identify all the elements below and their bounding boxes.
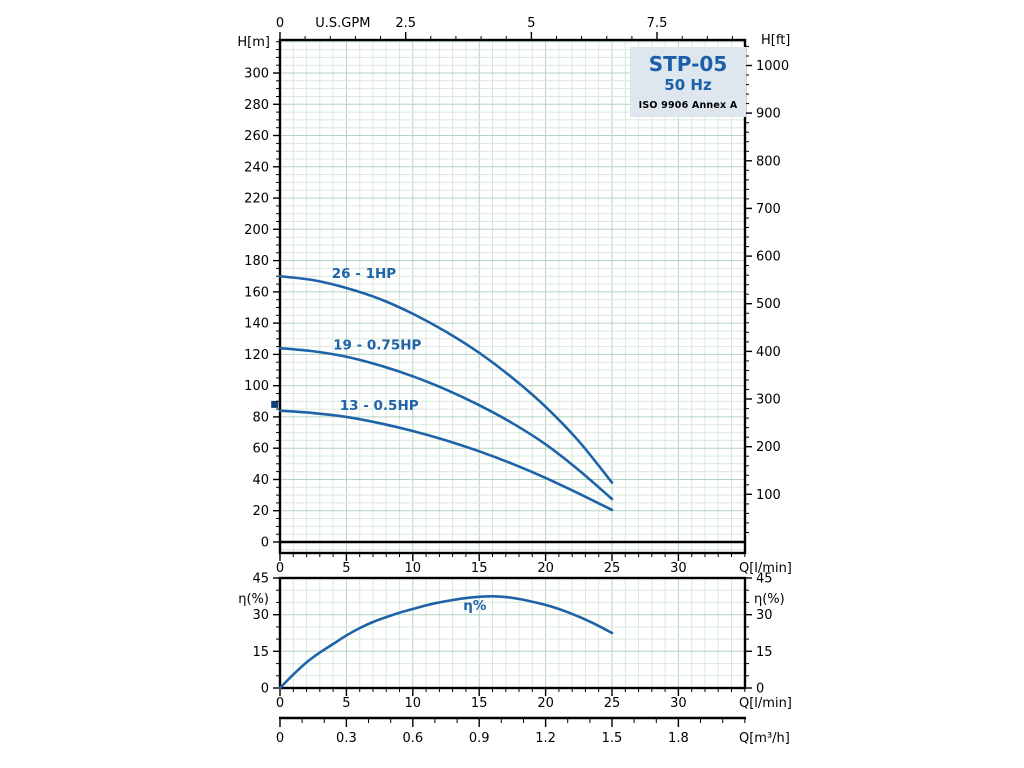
tick-label: 1.5 <box>602 731 623 746</box>
tick-label: 200 <box>756 440 781 455</box>
h-ft-axis: 100 200 300 400 500 600 700 800 900 1000 H[ft] <box>746 33 790 533</box>
curve-13-0-5hp <box>278 409 614 512</box>
tick-label: 0 <box>261 682 269 697</box>
us-gpm-axis: 0 2.5 5 7.5 U.S.GPM <box>276 16 733 39</box>
tick-label: 20 <box>537 561 554 576</box>
tick-label: 0 <box>756 682 764 697</box>
tick-label: 20 <box>252 504 269 519</box>
tick-label: 0.3 <box>336 731 357 746</box>
tick-label: 15 <box>756 645 773 660</box>
tick-label: 5 <box>527 16 535 31</box>
q-lmin-axis-title-main: Q[l/min] <box>739 561 792 576</box>
tick-label: 30 <box>670 696 687 711</box>
tick-label: 2.5 <box>395 16 416 31</box>
tick-label: 45 <box>252 572 269 587</box>
tick-label: 5 <box>342 696 350 711</box>
tick-label: 15 <box>252 645 269 660</box>
tick-label: 160 <box>244 285 269 300</box>
tick-label: 100 <box>756 488 781 503</box>
tick-label: 300 <box>244 67 269 82</box>
tick-label: 0.9 <box>469 731 490 746</box>
tick-label: 0 <box>261 536 269 551</box>
tick-label: 200 <box>244 223 269 238</box>
tick-label: 80 <box>252 410 269 425</box>
tick-label: 30 <box>756 608 773 623</box>
eta-axis-title-right: η(%) <box>754 592 785 607</box>
head-chart-frame <box>278 38 747 555</box>
tick-label: 30 <box>670 561 687 576</box>
us-gpm-axis-title: U.S.GPM <box>315 16 370 31</box>
tick-label: 400 <box>756 345 781 360</box>
tick-label: 100 <box>244 379 269 394</box>
tick-label: 0.6 <box>402 731 423 746</box>
curve-label-13-0-5hp: 13 - 0.5HP <box>340 398 419 414</box>
curve-eta <box>278 595 614 690</box>
tick-label: 0 <box>276 731 284 746</box>
tick-label: 1000 <box>756 59 789 74</box>
iso-standard: ISO 9906 Annex A <box>638 100 738 111</box>
tick-label: 1.8 <box>668 731 689 746</box>
tick-label: 1.2 <box>535 731 556 746</box>
curve-label-26-1hp: 26 - 1HP <box>332 266 396 282</box>
tick-label: 0 <box>276 16 284 31</box>
title-box: STP-05 50 Hz ISO 9906 Annex A <box>630 47 746 117</box>
tick-label: 5 <box>342 561 350 576</box>
tick-label: 700 <box>756 202 781 217</box>
tick-label: 120 <box>244 348 269 363</box>
tick-label: 0 <box>276 561 284 576</box>
h-ft-axis-title: H[ft] <box>761 33 790 48</box>
q-lmin-axis-title-eff: Q[l/min] <box>739 696 792 711</box>
tick-label: 260 <box>244 129 269 144</box>
tick-label: 15 <box>471 696 488 711</box>
tick-label: 220 <box>244 192 269 207</box>
head-chart: 26 - 1HP 19 - 0.75HP 13 - 0.5HP <box>271 38 747 555</box>
efficiency-chart-frame <box>278 576 747 690</box>
tick-label: 20 <box>537 696 554 711</box>
tick-label: 60 <box>252 442 269 457</box>
pump-model: STP-05 <box>648 52 728 76</box>
pump-frequency: 50 Hz <box>664 76 712 94</box>
tick-label: 900 <box>756 107 781 122</box>
tick-label: 600 <box>756 250 781 265</box>
curve-label-eta: η% <box>463 598 487 614</box>
tick-label: 25 <box>604 561 621 576</box>
marker-square <box>271 400 279 408</box>
curve-19-0-75hp <box>278 346 614 501</box>
tick-label: 30 <box>252 608 269 623</box>
tick-label: 300 <box>756 393 781 408</box>
q-m3h-axis: 0 0.3 0.6 0.9 1.2 1.5 1.8 Q[m³/h] <box>276 716 790 746</box>
tick-label: 25 <box>604 696 621 711</box>
eta-axis-title-left: η(%) <box>238 592 269 607</box>
tick-label: 45 <box>756 572 773 587</box>
tick-label: 10 <box>405 561 422 576</box>
tick-label: 240 <box>244 160 269 175</box>
tick-label: 280 <box>244 98 269 113</box>
tick-label: 40 <box>252 473 269 488</box>
tick-label: 140 <box>244 317 269 332</box>
h-m-axis-title: H[m] <box>237 35 270 50</box>
tick-label: 180 <box>244 254 269 269</box>
tick-label: 0 <box>276 696 284 711</box>
tick-label: 500 <box>756 297 781 312</box>
tick-label: 10 <box>405 696 422 711</box>
h-m-axis: 0 20 40 60 80 100 120 140 160 180 200 220 240 260 280 3… <box>237 35 279 551</box>
tick-label: 15 <box>471 561 488 576</box>
tick-label: 800 <box>756 154 781 169</box>
curve-label-19-0-75hp: 19 - 0.75HP <box>333 338 421 354</box>
tick-label: 7.5 <box>647 16 668 31</box>
q-lmin-axis-main: 0 5 10 15 20 25 30 Q[l/min] <box>276 554 792 576</box>
q-m3h-axis-title: Q[m³/h] <box>739 731 790 746</box>
curve-26-1hp <box>278 274 614 484</box>
